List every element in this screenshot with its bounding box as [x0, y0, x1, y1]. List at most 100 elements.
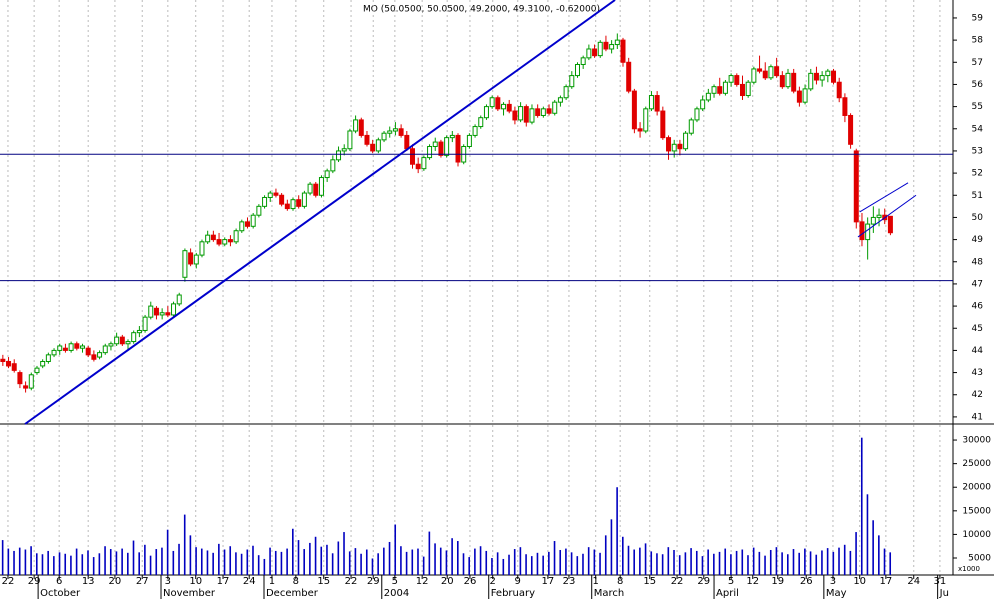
volume-bar [30, 546, 32, 575]
volume-bar [815, 554, 818, 575]
y-tick-label: 30000 [962, 436, 991, 446]
volume-bar [485, 550, 488, 575]
volume-bar [673, 549, 675, 575]
volume-bar [274, 550, 277, 575]
candle-body [643, 108, 649, 132]
volume-bar [690, 548, 692, 575]
candle-body [222, 239, 228, 245]
candle-body [11, 363, 17, 371]
volume-bar [240, 553, 243, 575]
volume-bar [64, 553, 67, 575]
volume-bar [155, 549, 158, 575]
volume-bar [570, 552, 573, 575]
candle-body [171, 303, 177, 316]
volume-bar [13, 550, 15, 575]
candle-body [313, 183, 319, 196]
x-tick-label: 29 [367, 576, 380, 587]
candle-body [358, 119, 364, 136]
candle-body [688, 119, 694, 134]
candle-body [483, 106, 489, 119]
candle-body [148, 305, 154, 318]
candle-body [700, 99, 706, 110]
x-tick-label: 19 [771, 576, 784, 587]
volume-bar [229, 546, 232, 575]
volume-bar [292, 528, 294, 575]
candle-body [768, 66, 774, 79]
x-tick-label: 5 [728, 576, 734, 587]
x-tick-label: 26 [464, 576, 477, 587]
x-tick-label: 3 [165, 576, 171, 587]
x-tick-label: 9 [515, 576, 521, 587]
candle-body [523, 106, 529, 123]
volume-bar [257, 555, 260, 575]
volume-bar [206, 550, 209, 575]
y-tick-label: 15000 [962, 506, 991, 516]
month-label: October [40, 588, 81, 599]
candle-body [836, 81, 842, 99]
volume-bar [269, 547, 271, 575]
candle-body [563, 86, 569, 99]
candle-body [136, 329, 142, 334]
x-tick-label: 1 [269, 576, 275, 587]
volume-bar [235, 552, 237, 575]
x-tick-label: 15 [317, 576, 330, 587]
candle-body [887, 215, 893, 234]
candle-body [711, 86, 717, 94]
candle-body [518, 106, 524, 121]
chart-title: MO (50.0500, 50.0500, 49.2000, 49.3100, … [363, 5, 600, 15]
x-tick-label: 29 [697, 576, 710, 587]
candle-body [620, 39, 626, 63]
candle-body [529, 108, 535, 123]
candle-body [381, 132, 387, 141]
volume-bar [462, 553, 465, 575]
volume-bar [878, 535, 880, 575]
candle-body [330, 159, 336, 172]
volume-bar [622, 536, 624, 575]
candle-body [609, 44, 615, 50]
volume-bar [365, 549, 368, 575]
x-tick-label: 27 [136, 576, 149, 587]
candle-body [421, 157, 427, 170]
volume-bar [417, 548, 419, 575]
candle-body [478, 117, 484, 128]
candle-body [455, 134, 461, 163]
volume-bar [377, 553, 379, 575]
candle-body [165, 312, 171, 316]
x-tick-label: 23 [563, 576, 576, 587]
candle-body [409, 148, 415, 165]
volume-bar [451, 538, 453, 575]
volume-bar [599, 552, 601, 575]
volume-bar [684, 552, 687, 575]
candle-body [722, 81, 728, 94]
candle-body [324, 170, 330, 179]
y-tick-label: 51 [972, 191, 983, 201]
volume-bar [183, 514, 186, 575]
volume-bar [326, 544, 328, 575]
volume-unit: x1000 [958, 565, 980, 573]
volume-bar [348, 551, 351, 575]
volume-bar [866, 494, 869, 575]
volume-bar [809, 551, 812, 575]
candle-body [318, 177, 324, 196]
volume-bar [337, 541, 340, 575]
volume-bar [724, 548, 727, 575]
volume-bar [701, 556, 704, 575]
volume-bar [331, 553, 334, 575]
candle-body [774, 66, 780, 77]
volume-bar [115, 551, 118, 575]
volume-bar [781, 552, 783, 575]
volume-bar [434, 543, 436, 575]
volume-bar [383, 547, 385, 575]
annotation-line [24, 0, 616, 425]
candle-body [631, 90, 637, 130]
volume-bar [838, 547, 840, 575]
volume-bar [752, 547, 755, 575]
candle-body [28, 374, 34, 389]
candle-body [51, 349, 57, 356]
candle-body [370, 143, 376, 152]
x-tick-label: 12 [416, 576, 429, 587]
candle-body [466, 134, 472, 148]
candle-body [626, 61, 632, 92]
